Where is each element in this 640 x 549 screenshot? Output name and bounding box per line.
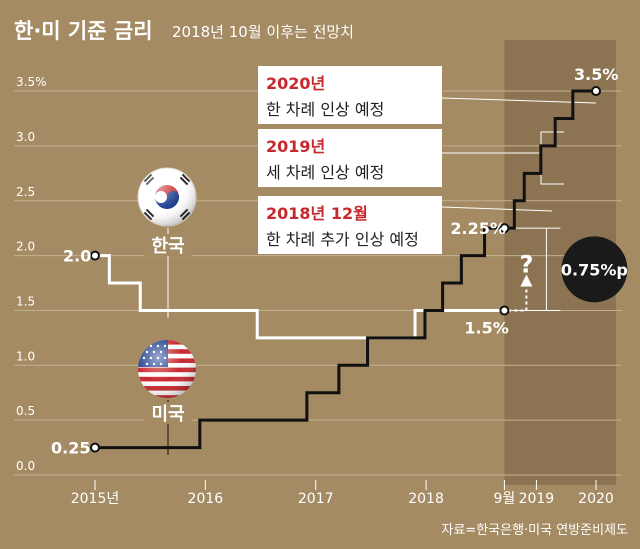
annotation-text: 한 차례 추가 인상 예정 (266, 230, 419, 249)
annotation-2019: 2019년 세 차례 인상 예정 (258, 129, 442, 187)
annotation-2018-dec: 2018년 12월 한 차례 추가 인상 예정 (258, 196, 442, 254)
y-tick-label: 2.0 (16, 240, 35, 254)
connector-2018-dec (441, 206, 553, 212)
point-label: 2.0 (63, 247, 91, 266)
connector-2020 (441, 97, 597, 104)
point-labels: 2.0 0.25 1.5% 2.25% 3.5% (51, 65, 618, 458)
korea-flag-icon: 한국 (137, 167, 197, 318)
rate-gap-indicator: ? 0.75%p (508, 227, 628, 312)
flag-gloss (138, 340, 196, 398)
endpoint-marker (90, 250, 100, 261)
annotation-text: 세 차례 인상 예정 (266, 163, 384, 182)
x-tick-label: 2016 (188, 491, 224, 507)
annotation-box (258, 129, 442, 187)
annotation-year: 2020년 (266, 74, 325, 93)
annotation-connectors (441, 97, 597, 212)
series-lines (95, 89, 596, 450)
annotation-year: 2019년 (266, 137, 325, 156)
point-label: 2.25% (450, 219, 506, 238)
chart-title: 한·미 기준 금리 (14, 19, 153, 43)
korea-label-bg (144, 234, 192, 256)
connector-2019 (442, 131, 564, 154)
x-tick-label: 2015년 (71, 491, 120, 507)
korea-label: 한국 (151, 236, 184, 257)
endpoint-marker (90, 442, 100, 453)
chart-subtitle: 2018년 10월 이후는 전망치 (172, 23, 354, 41)
point-label: 3.5% (574, 65, 618, 84)
y-tick-label: 3.0 (16, 130, 35, 144)
endpoint-marker (499, 223, 510, 234)
flag-gloss (138, 168, 196, 226)
x-tick-label: 2019 (519, 491, 555, 507)
usa-flag-icon: 미국 (138, 340, 196, 455)
x-tick-label: 2020 (578, 491, 614, 507)
gap-badge (561, 236, 628, 303)
annotation-box (258, 196, 442, 254)
usa-label: 미국 (151, 404, 184, 425)
y-tick-label: 1.5 (16, 294, 35, 308)
annotation-text: 한 차례 인상 예정 (266, 100, 384, 119)
y-tick-label: 1.0 (16, 349, 35, 363)
endpoint-marker (591, 86, 601, 97)
series-endpoints (90, 86, 601, 453)
annotation-year: 2018년 12월 (266, 204, 368, 223)
x-tick-label: 2018 (408, 491, 444, 507)
annotation-box (258, 66, 442, 124)
x-axis-ticks: 2015년 2016 2017 2018 9월 2019 2020 (71, 480, 614, 507)
series-line-korea (95, 254, 505, 340)
y-tick-label: 0.5 (16, 404, 35, 418)
point-label: 1.5% (464, 318, 508, 337)
series-line-usa (95, 89, 596, 450)
y-tick-label: 0.0 (16, 459, 35, 473)
y-tick-label: 3.5% (16, 75, 47, 89)
gap-question-mark: ? (519, 250, 533, 278)
y-tick-label: 2.5 (16, 185, 35, 199)
usa-label-bg (144, 402, 192, 424)
x-tick-label: 2017 (298, 491, 334, 507)
x-tick-label: 9월 (494, 491, 516, 507)
y-axis-ticks: 0.0 0.5 1.0 1.5 2.0 2.5 3.0 3.5% (16, 75, 47, 473)
gap-badge-label: 0.75%p (561, 260, 628, 279)
endpoint-marker (499, 305, 510, 316)
point-label: 0.25 (51, 439, 90, 458)
annotation-2020: 2020년 한 차례 인상 예정 (258, 66, 442, 124)
source-note: 자료=한국은행·미국 연방준비제도 (441, 522, 628, 538)
